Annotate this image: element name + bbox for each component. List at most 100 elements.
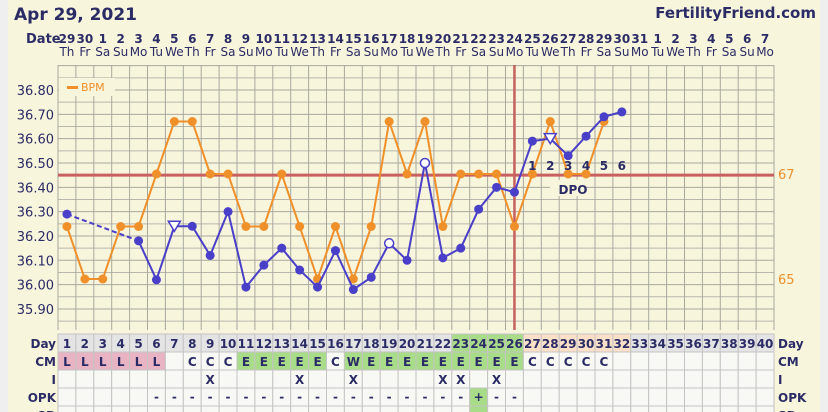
temp-line-segment xyxy=(477,186,498,210)
day-number: 19 xyxy=(381,337,398,351)
date-label: 23 xyxy=(488,32,505,46)
cm-value: E xyxy=(296,355,304,369)
date-label: 21 xyxy=(452,32,469,46)
bpm-point xyxy=(295,222,305,231)
bpm-point xyxy=(438,222,448,231)
bpm-point xyxy=(277,169,287,179)
sd-cell xyxy=(558,405,578,412)
sd-cell xyxy=(648,405,668,412)
dpo-number: 3 xyxy=(564,159,572,173)
chart-date-title: Apr 29, 2021 xyxy=(14,5,137,25)
intercourse-cell xyxy=(272,369,292,389)
date-label: 3 xyxy=(689,32,697,46)
cm-value: E xyxy=(475,355,483,369)
date-label: 31 xyxy=(631,32,648,46)
opk-negative: - xyxy=(440,390,445,404)
date-label: 15 xyxy=(345,32,362,46)
sd-cell xyxy=(164,405,184,412)
bpm-point xyxy=(241,222,251,231)
weekday-label: Mo xyxy=(130,45,148,59)
dpo-number: 2 xyxy=(546,159,554,173)
day-number: 21 xyxy=(417,337,434,351)
intercourse-mark: X xyxy=(456,373,466,387)
intercourse-cell xyxy=(236,369,256,389)
bpm-point xyxy=(492,169,502,179)
intercourse-cell xyxy=(505,369,524,389)
opk-cell xyxy=(666,387,685,407)
y-tick-label: 36.50 xyxy=(17,157,54,172)
date-label: 4 xyxy=(152,32,160,46)
intercourse-cell xyxy=(182,369,202,389)
date-label: 5 xyxy=(725,32,733,46)
bpm-point xyxy=(330,222,340,231)
date-label: 2 xyxy=(671,32,679,46)
weekday-label: We xyxy=(416,45,435,59)
intercourse-cell xyxy=(630,369,650,389)
opk-cell xyxy=(522,387,542,407)
temp-point-open xyxy=(419,157,431,169)
day-number: 25 xyxy=(488,337,505,351)
y2-tick-label: 67 xyxy=(778,168,795,183)
bpm-point xyxy=(116,222,126,231)
day-number: 3 xyxy=(99,337,107,351)
sd-cell xyxy=(236,405,256,412)
cm-value: E xyxy=(242,355,250,369)
dpo-label: DPO xyxy=(559,183,588,197)
date-label: 25 xyxy=(524,32,541,46)
intercourse-mark: X xyxy=(295,373,305,387)
cm-value: E xyxy=(367,355,375,369)
intercourse-cell xyxy=(308,369,328,389)
intercourse-cell xyxy=(558,369,578,389)
day-number: 17 xyxy=(345,337,362,351)
bpm-point xyxy=(420,117,430,126)
temp-point xyxy=(223,207,233,217)
day-number: 8 xyxy=(188,337,196,351)
row-label-cm: CM xyxy=(35,355,56,369)
y-tick-label: 35.90 xyxy=(17,303,54,318)
cm-value: C xyxy=(331,355,340,369)
date-label: 5 xyxy=(170,32,178,46)
weekday-label: Th xyxy=(434,45,450,59)
day-number: 32 xyxy=(613,337,630,351)
date-label: 4 xyxy=(707,32,715,46)
date-label: 7 xyxy=(761,32,769,46)
opk-cell xyxy=(540,387,560,407)
sd-cell xyxy=(75,405,95,412)
opk-negative: - xyxy=(208,390,213,404)
bpm-point xyxy=(98,274,108,284)
sd-cell xyxy=(200,405,220,412)
opk-negative: - xyxy=(369,390,374,404)
bpm-point xyxy=(80,274,90,284)
opk-negative: - xyxy=(279,390,284,404)
cm-value: C xyxy=(564,355,573,369)
sd-cell xyxy=(684,405,703,412)
site-brand[interactable]: FertilityFriend.com xyxy=(655,4,816,22)
sd-cell xyxy=(701,405,721,412)
sd-cell xyxy=(469,405,489,412)
day-number: 4 xyxy=(116,337,124,351)
temp-line-segment xyxy=(245,264,265,288)
date-label: 11 xyxy=(273,32,290,46)
weekday-label: We xyxy=(165,45,184,59)
weekday-label: Mo xyxy=(255,45,273,59)
day-number: 26 xyxy=(506,337,523,351)
cm-cell xyxy=(612,351,632,371)
temp-point xyxy=(62,209,72,219)
intercourse-cell xyxy=(666,369,685,389)
intercourse-cell xyxy=(576,369,596,389)
bpm-point xyxy=(151,169,161,179)
cm-cell xyxy=(666,351,685,371)
weekday-label: Tu xyxy=(399,45,413,59)
day-number: 9 xyxy=(206,337,214,351)
temp-line-segment xyxy=(227,211,247,288)
temp-line-segment xyxy=(66,213,139,242)
weekday-label: Fr xyxy=(581,45,592,59)
weekday-label: Tu xyxy=(149,45,163,59)
bpm-point xyxy=(223,169,233,179)
bpm-point xyxy=(402,169,412,179)
day-number: 1 xyxy=(63,337,71,351)
temp-point xyxy=(456,243,466,253)
row-label-sd: SD xyxy=(37,409,56,412)
intercourse-cell xyxy=(522,369,542,389)
